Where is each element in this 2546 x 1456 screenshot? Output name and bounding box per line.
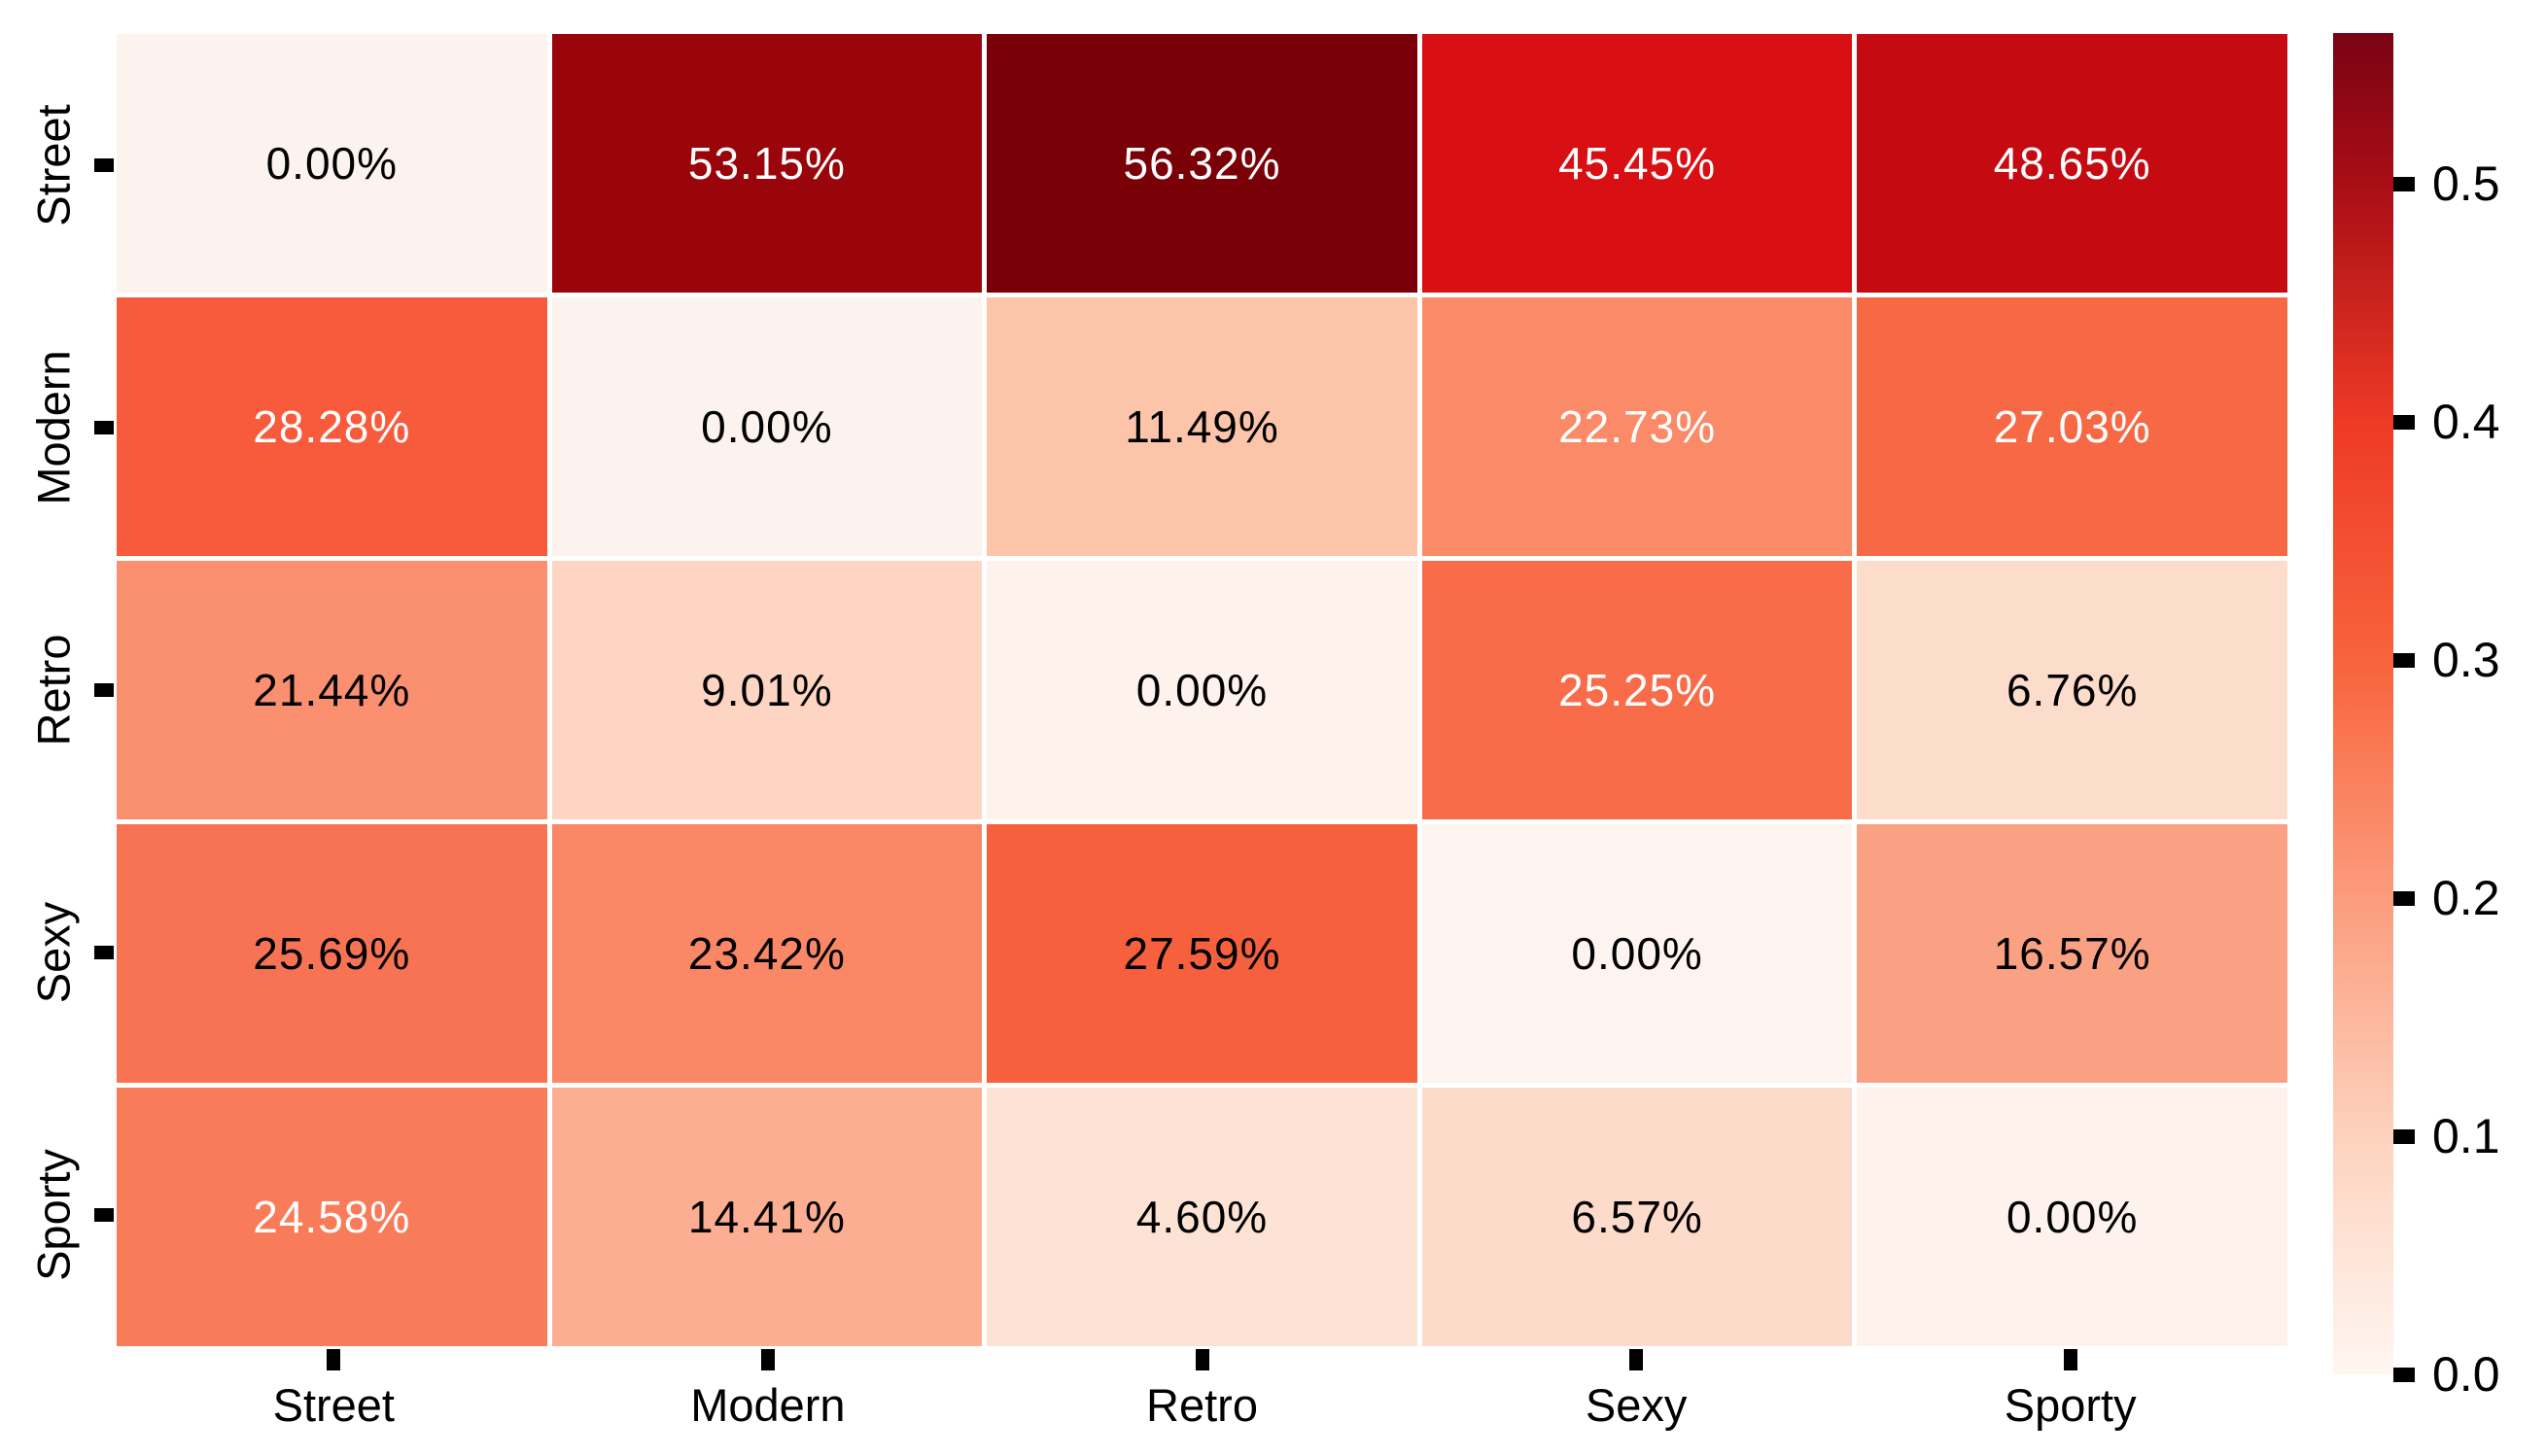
colorbar-tick	[2393, 414, 2415, 430]
cell-value-label: 27.59%	[1123, 928, 1281, 979]
x-tick-label: Modern	[690, 1379, 846, 1431]
heatmap-cell: 4.60%	[987, 1088, 1417, 1346]
heatmap-cell: 11.49%	[987, 297, 1417, 556]
x-tick	[1629, 1349, 1644, 1370]
cell-value-label: 56.32%	[1123, 138, 1281, 189]
x-tick	[1195, 1349, 1209, 1370]
y-tick-label: Sporty	[27, 1149, 80, 1281]
y-tick-label: Retro	[27, 634, 80, 746]
cell-value-label: 0.00%	[265, 138, 399, 189]
heatmap-cell: 56.32%	[987, 34, 1417, 293]
colorbar-tick	[2393, 176, 2415, 191]
heatmap-cell: 22.73%	[1421, 297, 1853, 556]
colorbar-tick-label: 0.0	[2432, 1347, 2500, 1402]
cell-value-label: 25.69%	[253, 928, 411, 979]
cell-value-label: 11.49%	[1125, 401, 1279, 452]
heatmap-cell: 28.28%	[117, 297, 547, 556]
cell-value-label: 27.03%	[1993, 401, 2151, 452]
x-tick	[760, 1349, 775, 1370]
heatmap-cell: 23.42%	[551, 824, 983, 1083]
cell-value-label: 9.01%	[701, 665, 833, 715]
colorbar-tick	[2393, 890, 2415, 906]
x-tick-label: Sexy	[1585, 1379, 1688, 1431]
y-tick-label: Modern	[27, 350, 80, 505]
heatmap-cell: 48.65%	[1857, 34, 2287, 293]
heatmap-cell: 25.25%	[1421, 561, 1853, 819]
cell-value-label: 0.00%	[701, 401, 833, 452]
y-tick	[94, 683, 114, 697]
cell-value-label: 0.00%	[1135, 665, 1269, 715]
x-tick-label: Street	[272, 1379, 395, 1431]
colorbar-tick-label: 0.3	[2432, 632, 2500, 687]
heatmap-cell: 0.00%	[1421, 824, 1853, 1083]
cell-value-label: 22.73%	[1558, 401, 1717, 452]
cell-value-label: 25.25%	[1558, 665, 1717, 715]
y-tick	[94, 1208, 114, 1222]
y-tick	[94, 946, 114, 959]
y-tick	[94, 421, 114, 434]
cell-value-label: 14.41%	[687, 1192, 846, 1242]
cell-value-label: 24.58%	[253, 1192, 411, 1242]
heatmap-cell: 0.00%	[117, 34, 547, 293]
heatmap-cell: 25.69%	[117, 824, 547, 1083]
heatmap-cell: 6.76%	[1857, 561, 2287, 819]
heatmap-cell: 53.15%	[551, 34, 983, 293]
cell-value-label: 0.00%	[2005, 1192, 2139, 1242]
x-tick-label: Retro	[1146, 1379, 1258, 1431]
heatmap-cell: 27.59%	[987, 824, 1417, 1083]
cell-value-label: 4.60%	[1135, 1192, 1269, 1242]
heatmap-cell: 9.01%	[551, 561, 983, 819]
colorbar-tick-label: 0.2	[2432, 870, 2500, 925]
x-tick	[2063, 1349, 2077, 1370]
heatmap-cell: 0.00%	[551, 297, 983, 556]
heatmap-cell: 6.57%	[1421, 1088, 1853, 1346]
x-tick-label: Sporty	[2004, 1379, 2137, 1431]
cell-value-label: 53.15%	[687, 138, 846, 189]
cell-value-label: 16.57%	[1993, 928, 2151, 979]
heatmap-cell: 27.03%	[1857, 297, 2287, 556]
y-tick-label: Sexy	[27, 901, 80, 1004]
cell-value-label: 6.57%	[1571, 1192, 1703, 1242]
heatmap-cell: 21.44%	[117, 561, 547, 819]
heatmap-cell: 0.00%	[987, 561, 1417, 819]
colorbar-tick	[2393, 652, 2415, 668]
heatmap-cell: 14.41%	[551, 1088, 983, 1346]
heatmap-cell: 24.58%	[117, 1088, 547, 1346]
cell-value-label: 21.44%	[253, 665, 411, 715]
cell-value-label: 6.76%	[2005, 665, 2139, 715]
colorbar-tick	[2393, 1128, 2415, 1144]
x-tick	[327, 1349, 341, 1370]
cell-value-label: 48.65%	[1993, 138, 2151, 189]
colorbar-tick-label: 0.5	[2432, 156, 2500, 211]
heatmap-cell: 16.57%	[1857, 824, 2287, 1083]
cell-value-label: 0.00%	[1571, 928, 1703, 979]
y-tick-label: Street	[27, 104, 80, 226]
colorbar-tick	[2393, 1368, 2415, 1382]
colorbar-tick-label: 0.4	[2432, 394, 2500, 449]
heatmap-cell: 45.45%	[1421, 34, 1853, 293]
heatmap: 0.00% 53.15% 56.32% 45.45% 48.65% 28.28% 0.00%…	[117, 34, 2287, 1346]
colorbar-tick-label: 0.1	[2432, 1108, 2500, 1163]
cell-value-label: 45.45%	[1558, 138, 1717, 189]
heatmap-cell: 0.00%	[1857, 1088, 2287, 1346]
cell-value-label: 28.28%	[253, 401, 411, 452]
y-tick	[94, 158, 114, 172]
cell-value-label: 23.42%	[687, 928, 846, 979]
colorbar-gradient	[2333, 33, 2393, 1374]
